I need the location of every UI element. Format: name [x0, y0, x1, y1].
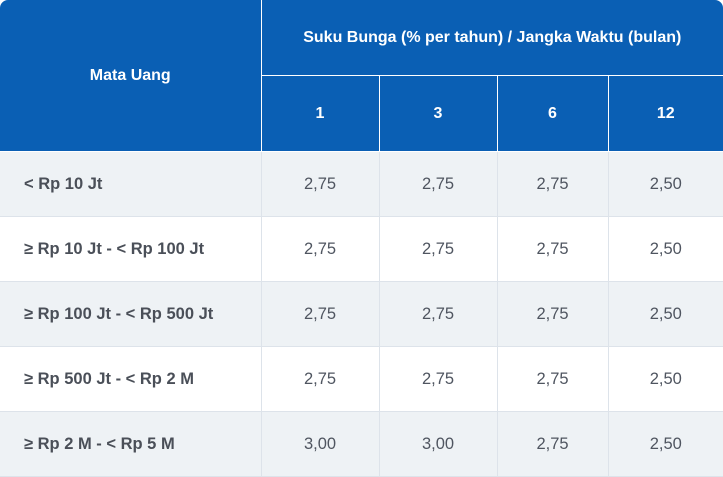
- table-row: < Rp 10 Jt 2,75 2,75 2,75 2,50: [0, 151, 723, 217]
- rate-cell: 2,75: [497, 216, 609, 282]
- rate-cell: 2,50: [608, 151, 723, 217]
- rate-cell: 2,75: [261, 151, 380, 217]
- rate-cell: 2,75: [261, 216, 380, 282]
- rate-cell: 2,75: [497, 281, 609, 347]
- rate-cell: 3,00: [261, 411, 380, 477]
- table-row: ≥ Rp 2 M - < Rp 5 M 3,00 3,00 2,75 2,50: [0, 411, 723, 477]
- table-row: ≥ Rp 10 Jt - < Rp 100 Jt 2,75 2,75 2,75 …: [0, 216, 723, 282]
- rate-cell: 2,50: [608, 346, 723, 412]
- rate-cell: 2,75: [379, 216, 498, 282]
- row-label: ≥ Rp 2 M - < Rp 5 M: [0, 411, 262, 477]
- rate-cell: 2,75: [379, 346, 498, 412]
- rate-cell: 2,75: [379, 281, 498, 347]
- header-row-top: Mata Uang Suku Bunga (% per tahun) / Jan…: [0, 0, 723, 152]
- term-header-6: 6: [496, 75, 609, 152]
- rate-cell: 2,50: [608, 281, 723, 347]
- rate-cell: 2,75: [261, 346, 380, 412]
- row-label: ≥ Rp 500 Jt - < Rp 2 M: [0, 346, 262, 412]
- rate-cell: 2,75: [379, 151, 498, 217]
- rate-cell: 3,00: [379, 411, 498, 477]
- term-header-1: 1: [260, 75, 380, 152]
- rate-cell: 2,75: [261, 281, 380, 347]
- rate-cell: 2,75: [497, 151, 609, 217]
- column-header-currency: Mata Uang: [0, 0, 262, 152]
- term-header-12: 12: [607, 75, 723, 152]
- table-row: ≥ Rp 500 Jt - < Rp 2 M 2,75 2,75 2,75 2,…: [0, 346, 723, 412]
- header-row-terms: 1 3 6 12: [0, 75, 723, 152]
- rate-cell: 2,50: [608, 216, 723, 282]
- column-header-rate-term: Suku Bunga (% per tahun) / Jangka Waktu …: [260, 0, 723, 76]
- rate-cell: 2,75: [497, 346, 609, 412]
- row-label: ≥ Rp 10 Jt - < Rp 100 Jt: [0, 216, 262, 282]
- table-row: ≥ Rp 100 Jt - < Rp 500 Jt 2,75 2,75 2,75…: [0, 281, 723, 347]
- rate-cell: 2,50: [608, 411, 723, 477]
- term-header-3: 3: [378, 75, 498, 152]
- row-label: ≥ Rp 100 Jt - < Rp 500 Jt: [0, 281, 262, 347]
- row-label: < Rp 10 Jt: [0, 151, 262, 217]
- rate-cell: 2,75: [497, 411, 609, 477]
